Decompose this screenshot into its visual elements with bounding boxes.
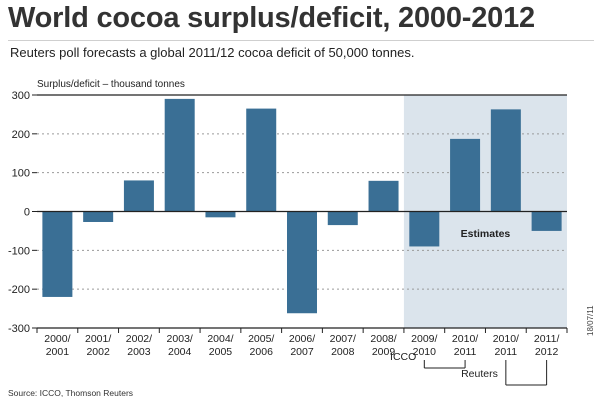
- bracket-label: ICCO: [390, 351, 416, 363]
- y-tick-label: 300: [12, 90, 30, 102]
- chart-subtitle: Reuters poll forecasts a global 2011/12 …: [10, 45, 415, 60]
- title-divider: [8, 40, 594, 41]
- estimates-label: Estimates: [461, 228, 511, 240]
- bracket-label: Reuters: [461, 368, 498, 380]
- x-tick-label: 2000/: [44, 333, 70, 345]
- bar: [531, 211, 562, 231]
- bar: [164, 98, 195, 212]
- x-tick-label: 2003: [127, 346, 151, 358]
- x-tick-label: 2011: [495, 346, 518, 358]
- bar: [205, 211, 236, 218]
- x-tick-label: 2008/: [370, 333, 396, 345]
- x-tick-label: 2003/: [167, 333, 193, 345]
- source-note: Source: ICCO, Thomson Reuters: [8, 388, 134, 398]
- x-tick-label: 2011: [454, 346, 477, 358]
- x-tick-label: 2009: [372, 346, 396, 358]
- y-axis-label: Surplus/deficit – thousand tonnes: [37, 79, 185, 90]
- x-tick-label: 2004/: [207, 333, 233, 345]
- bar: [42, 211, 73, 297]
- date-stamp: 18/07/11: [586, 305, 595, 336]
- x-tick-label: 2002/: [126, 333, 152, 345]
- y-tick-label: -300: [8, 323, 30, 335]
- chart-title: World cocoa surplus/deficit, 2000-2012: [8, 2, 535, 34]
- y-tick-label: 100: [12, 168, 30, 180]
- bar: [409, 211, 440, 247]
- x-tick-label: 2010: [413, 346, 437, 358]
- y-tick-label: 0: [24, 207, 30, 219]
- x-tick-label: 2004: [168, 346, 192, 358]
- x-tick-label: 2010/: [452, 333, 478, 345]
- y-tick-label: 200: [12, 129, 30, 141]
- x-tick-label: 2006/: [289, 333, 315, 345]
- x-tick-label: 2010/: [493, 333, 519, 345]
- y-tick-label: -100: [8, 245, 30, 257]
- x-tick-label: 2001: [46, 346, 70, 358]
- x-tick-label: 2012: [535, 346, 559, 358]
- x-tick-label: 2002: [86, 346, 110, 358]
- x-tick-label: 2009/: [411, 333, 437, 345]
- bar: [287, 211, 317, 314]
- bar: [450, 138, 481, 212]
- bar: [490, 109, 521, 212]
- bar: [368, 180, 399, 212]
- x-tick-label: 2001/: [85, 333, 111, 345]
- y-tick-label: -200: [8, 284, 30, 296]
- bar: [246, 108, 277, 212]
- x-tick-label: 2005: [209, 346, 233, 358]
- x-tick-label: 2007/: [330, 333, 356, 345]
- x-tick-label: 2005/: [248, 333, 274, 345]
- x-tick-label: 2007: [290, 346, 314, 358]
- bar: [123, 180, 154, 212]
- x-tick-label: 2006: [250, 346, 274, 358]
- bar: [83, 211, 114, 222]
- x-tick-label: 2008: [331, 346, 355, 358]
- x-tick-label: 2011/: [534, 333, 560, 345]
- bar: [327, 211, 358, 226]
